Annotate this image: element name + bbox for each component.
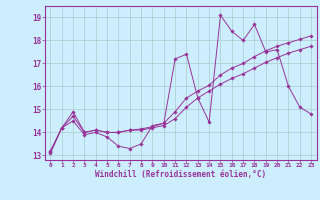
X-axis label: Windchill (Refroidissement éolien,°C): Windchill (Refroidissement éolien,°C): [95, 170, 266, 179]
